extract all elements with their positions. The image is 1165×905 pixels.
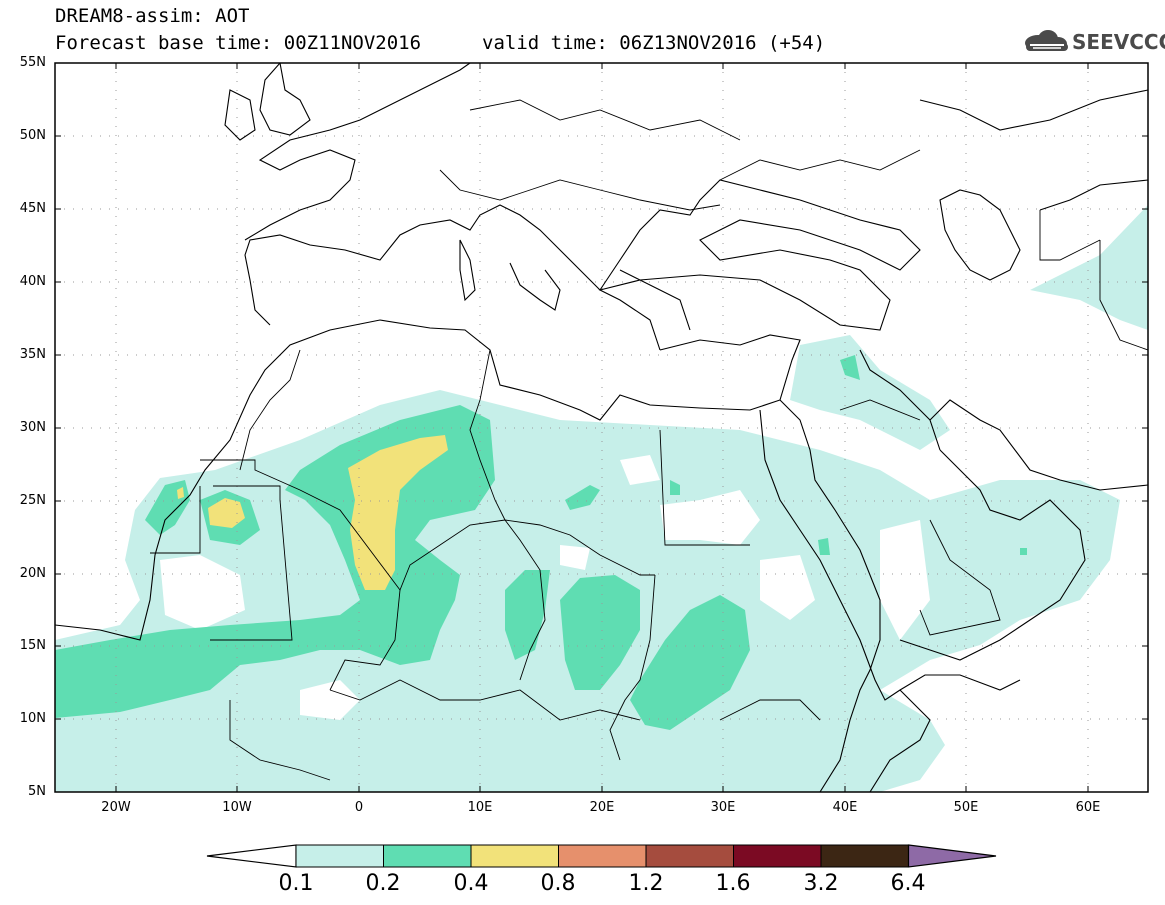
country-borders: [150, 99, 1148, 781]
lon-label: 20W: [101, 800, 131, 815]
aot-contour-0-4: [177, 435, 448, 590]
lat-label: 50N: [19, 128, 46, 143]
colorbar-segment-7: [820, 844, 909, 868]
lon-label: 0: [354, 800, 364, 815]
lon-label: 10W: [222, 800, 252, 815]
coastlines: [55, 63, 1148, 792]
cloud-logo-icon: [1025, 30, 1068, 51]
colorbar-label: 0.8: [540, 871, 576, 896]
axis-ticks: [55, 62, 1148, 793]
colorbar-arrow-right: [907, 844, 997, 868]
logo-text: SEEVCCC: [1072, 30, 1165, 54]
lat-label: 5N: [28, 784, 46, 799]
lon-label: 50E: [953, 800, 979, 815]
colorbar-segment-1: [295, 844, 384, 868]
colorbar-segment-5: [645, 844, 734, 868]
colorbar: [206, 844, 997, 868]
lat-label: 55N: [19, 55, 46, 70]
title-line-1: DREAM8-assim: AOT: [55, 5, 250, 27]
lat-label: 40N: [19, 274, 46, 289]
valid-time-label: valid time: 06Z13NOV2016 (+54): [482, 32, 826, 54]
colorbar-label: 1.2: [628, 871, 664, 896]
lon-label: 40E: [832, 800, 858, 815]
colorbar-segment-3: [470, 844, 559, 868]
colorbar-label: 0.2: [365, 871, 401, 896]
lat-label: 30N: [19, 420, 46, 435]
colorbar-segment-6: [733, 844, 822, 868]
lat-label: 15N: [19, 638, 46, 653]
lon-label: 10E: [467, 800, 493, 815]
colorbar-arrow-left: [206, 844, 297, 868]
colorbar-segment-4: [558, 844, 647, 868]
colorbar-label: 6.4: [890, 871, 926, 896]
colorbar-label: 1.6: [715, 871, 751, 896]
lat-label: 45N: [19, 201, 46, 216]
lat-label: 35N: [19, 347, 46, 362]
base-time-label: Forecast base time: 00Z11NOV2016: [55, 32, 422, 54]
lat-label: 10N: [19, 711, 46, 726]
lat-label: 20N: [19, 566, 46, 581]
lon-label: 60E: [1075, 800, 1101, 815]
colorbar-label: 0.4: [453, 871, 489, 896]
colorbar-label: 0.1: [278, 871, 314, 896]
lon-label: 20E: [589, 800, 615, 815]
lon-label: 30E: [710, 800, 736, 815]
colorbar-label: 3.2: [803, 871, 839, 896]
lat-label: 25N: [19, 493, 46, 508]
colorbar-segment-2: [383, 844, 472, 868]
